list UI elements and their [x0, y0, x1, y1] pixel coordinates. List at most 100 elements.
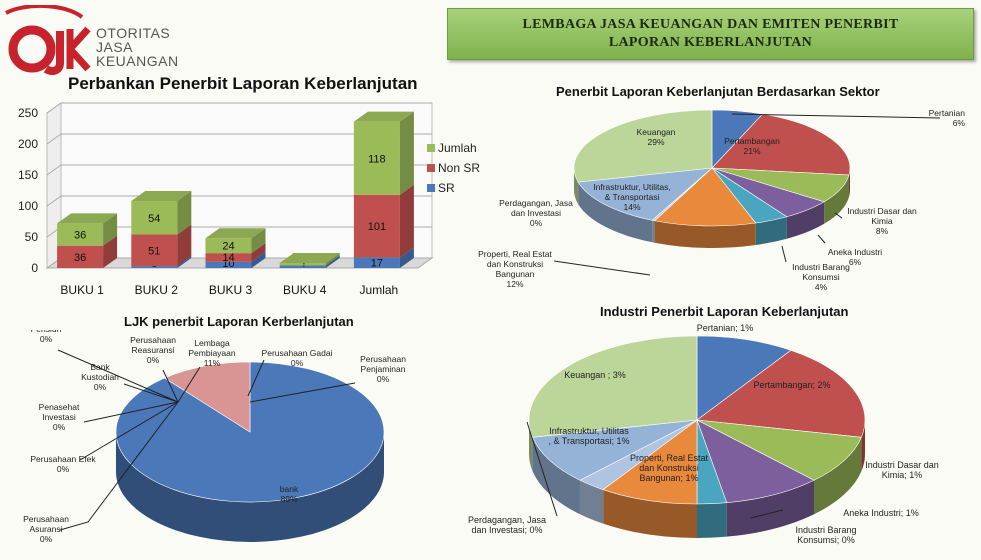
bar-side [399, 247, 414, 268]
pie-leader-line [249, 382, 356, 403]
pie-label: Perusahaan Efek 0% [30, 454, 96, 474]
bar-non-sr [205, 253, 252, 262]
legend-label: SR [438, 181, 455, 195]
pie-label: Perusahaan Reasuransi 0% [130, 335, 176, 365]
pie-label: Perusahaan Gadai 0% [262, 348, 333, 368]
pie-label: Infrastruktur, Utilitas, & Transportasi;… [548, 426, 629, 446]
pie-leader-line [781, 245, 787, 263]
pie-slice [711, 113, 851, 176]
x-category-label: BUKU 2 [135, 283, 179, 297]
pie-slice [696, 335, 792, 421]
bar-non-sr [131, 234, 178, 267]
bar-side [399, 184, 414, 258]
bar-side [251, 228, 266, 254]
pie-leader-line [59, 401, 179, 531]
pie-slice-side [824, 174, 849, 224]
pie-slice [163, 361, 251, 433]
y-tick-label: 50 [25, 230, 39, 244]
ojk-logo-mark [5, 4, 91, 75]
bar-side [325, 255, 340, 268]
pie-leader-line [750, 509, 784, 519]
bar-jumlah [205, 238, 252, 254]
pie-side-walls [574, 168, 850, 248]
bar-value-label: 101 [368, 221, 386, 233]
pie-slice [532, 419, 698, 481]
bar-side [103, 213, 118, 246]
pie-slice [653, 167, 757, 227]
bar-top [279, 253, 340, 264]
pie-slice [696, 419, 862, 481]
bar-value-label: 54 [148, 213, 160, 225]
pie-leader-line [553, 260, 651, 276]
industry-pie-chart: Pertanian; 1% Pertambangan; 2% Industri Da… [468, 323, 939, 545]
pie-label: Industri Dasar dan Kimia; 1% [865, 460, 939, 480]
x-category-label: BUKU 4 [283, 283, 327, 297]
legend-swatch [427, 144, 435, 152]
pie-label: Keuangan ; 3% [564, 370, 626, 380]
bar-sr [353, 257, 400, 268]
pie-slice-side [848, 168, 850, 197]
pie-label: Bank Kustodian 0% [81, 362, 119, 392]
pie-label: Industri Dasar dan Kimia 8% [847, 206, 917, 236]
bar-non-sr [353, 194, 400, 258]
pie-slice-side [654, 220, 756, 248]
bar-side [399, 111, 414, 195]
pie-slice [696, 349, 866, 438]
bar-sr [205, 261, 252, 268]
bar-legend: Jumlah Non SR SR [427, 141, 480, 195]
pie-slices [528, 335, 866, 505]
pie-label: Aneka Industri 6% [828, 247, 882, 267]
pie-slice-side [574, 168, 579, 205]
bar-side [177, 224, 192, 267]
x-category-label: Jumlah [360, 283, 399, 297]
pie-slice-side [579, 480, 604, 524]
legend-label: Non SR [438, 161, 480, 175]
logo-text: OTORITAS JASA KEUANGAN [96, 26, 179, 68]
header-line-2: LAPORAN KEBERLANJUTAN [608, 35, 813, 50]
bar-value-label: 51 [148, 245, 160, 257]
pie-label: bank 89% [280, 484, 299, 504]
legend-swatch [427, 164, 435, 172]
pie-slice-side [726, 480, 815, 537]
bar-side [103, 235, 118, 268]
bar-side [251, 243, 266, 262]
bar-value-label: 36 [74, 252, 86, 264]
pie-slice-side [532, 437, 580, 515]
pie-label: Keuangan 29% [637, 127, 676, 147]
y-tick-label: 200 [18, 137, 38, 151]
x-category-label: BUKU 1 [60, 283, 104, 297]
header-banner: LEMBAGA JASA KEUANGAN DAN EMITEN PENERBI… [447, 8, 974, 60]
pie-label: Infrastruktur, Utilitas, & Transportasi 14… [593, 182, 670, 212]
header-line-1: LEMBAGA JASA KEUANGAN DAN EMITEN PENERBI… [522, 17, 899, 32]
pie-slices [115, 361, 385, 503]
bar-jumlah [353, 121, 400, 195]
pie-label: Perusahaan Penjaminan 0% [360, 354, 406, 384]
pie-label: Perusahaan Asuransi 0% [23, 514, 69, 544]
bar-side [325, 253, 340, 266]
pie-leader-line [79, 401, 179, 461]
y-tick-label: 150 [18, 168, 38, 182]
bar-value-label: 36 [74, 230, 86, 242]
pie-leader-line [123, 383, 179, 403]
pie-label: Pertanian; 1% [697, 323, 754, 333]
pie-slice-side [786, 201, 825, 239]
pie-leader-line [177, 366, 201, 403]
pie-leader-line [526, 421, 558, 517]
pie-slice-side [603, 489, 697, 538]
pie-leader-line [247, 359, 265, 397]
pie-side-walls [116, 432, 384, 542]
ljk-pie-chart: bank 89% Lembaga Pembiayaan 11% Perusahaan Ga… [23, 330, 406, 544]
bar-value-label: 118 [368, 153, 386, 165]
pie-slice-side [697, 502, 727, 538]
bar-top [205, 228, 266, 239]
legend-label: Jumlah [438, 141, 477, 155]
gridline-diag [46, 133, 62, 145]
ljk-pie-title: LJK penerbit Laporan Kerberlanjutan [124, 314, 354, 329]
pie-slice-side [755, 216, 787, 246]
pie-leader-line [57, 349, 179, 403]
pie-label: Industri Barang Konsumsi 4% [792, 262, 850, 292]
logo-line-1: OTORITAS [96, 25, 171, 41]
pie-label: Pertanian 6% [929, 108, 966, 128]
bar-chart-title: Perbankan Penerbit Laporan Keberlanjutan [68, 74, 418, 93]
pie-side-walls [529, 420, 865, 538]
